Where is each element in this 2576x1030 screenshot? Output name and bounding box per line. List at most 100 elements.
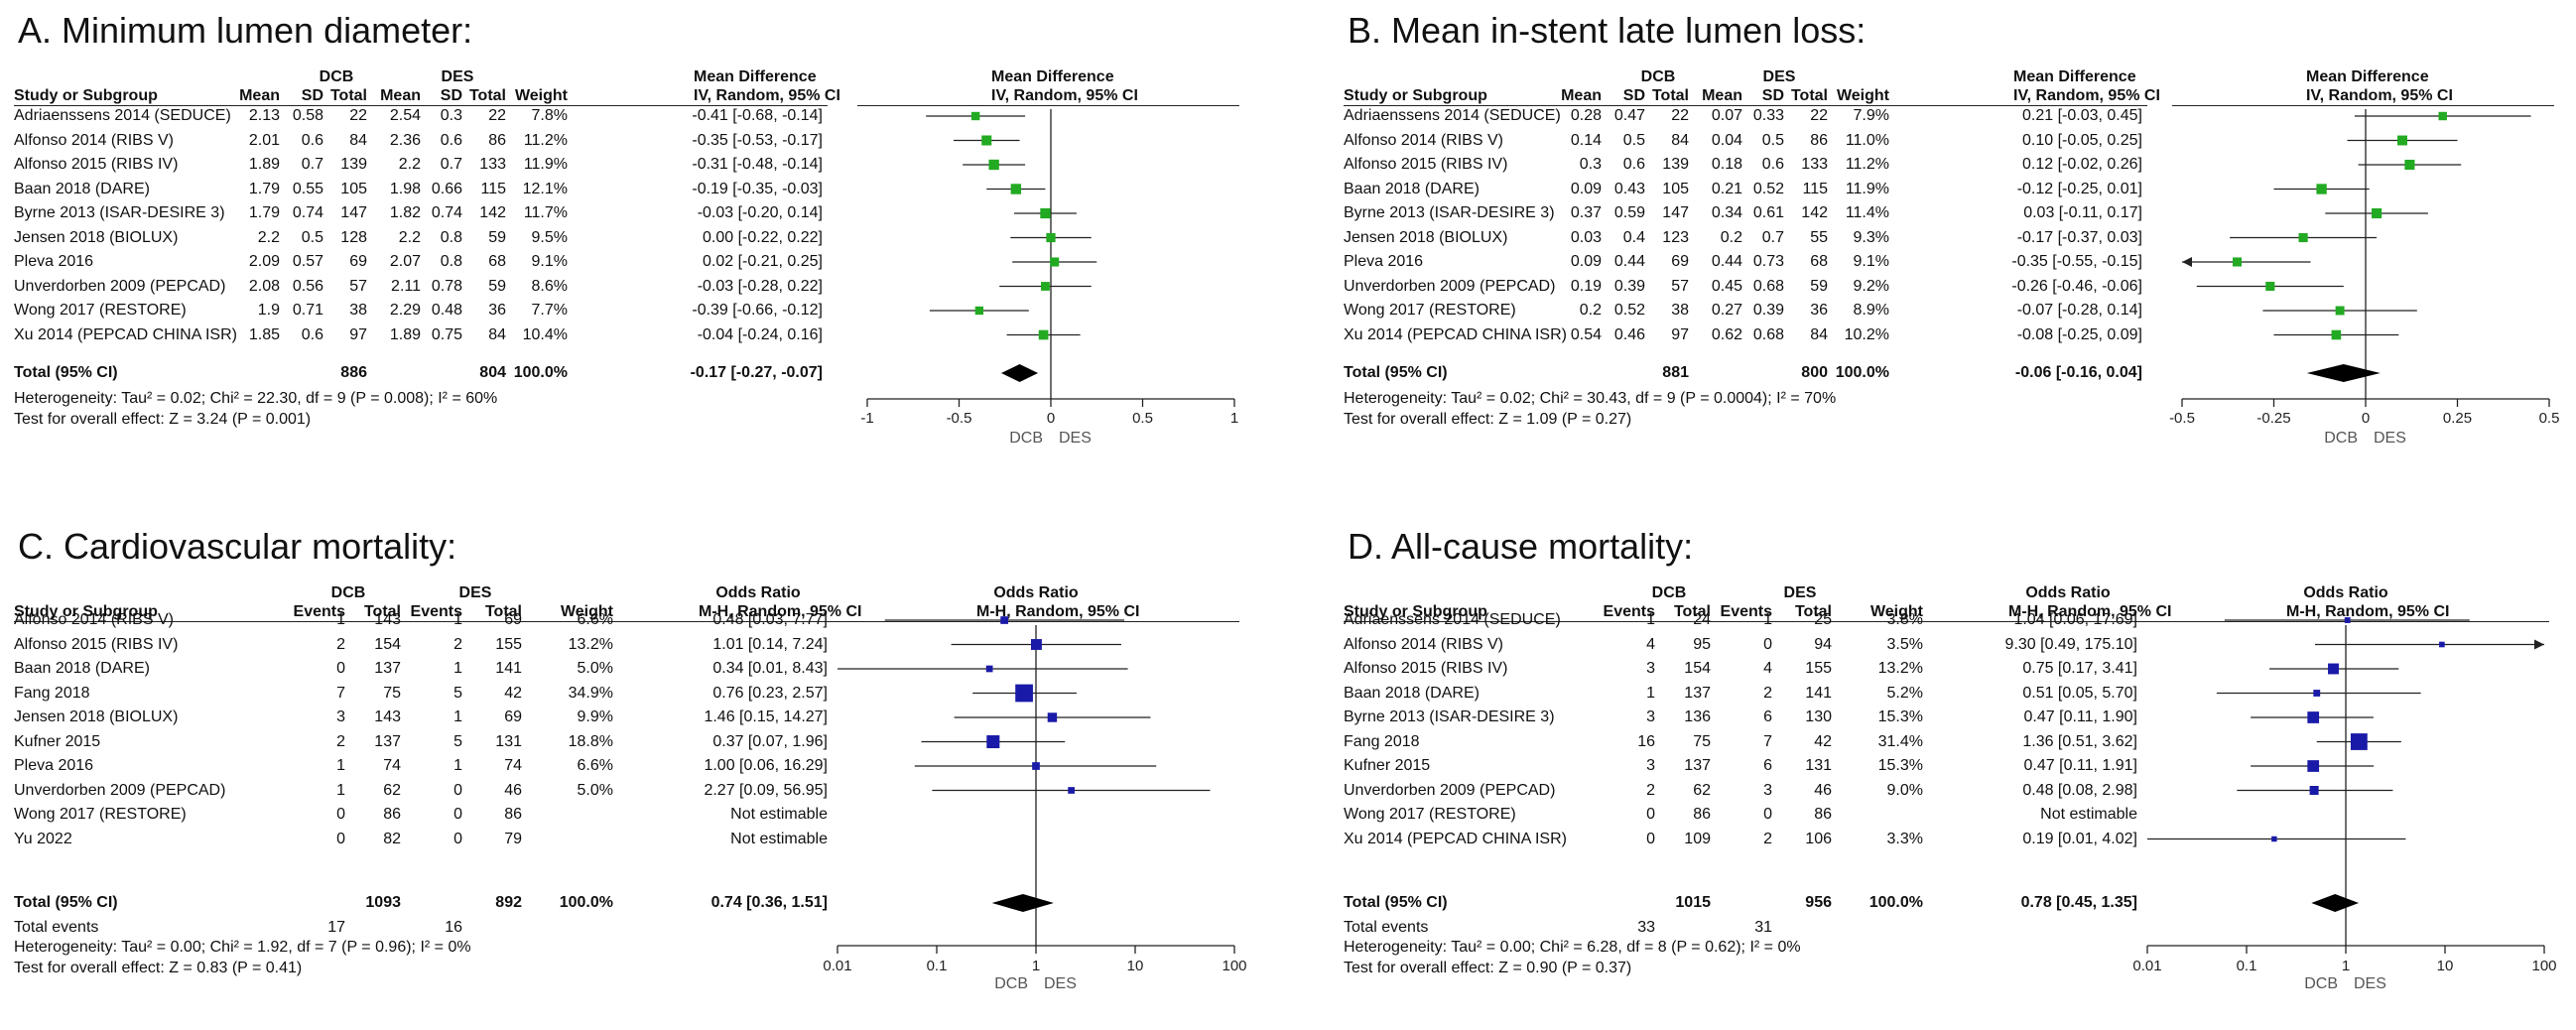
group2-value: 55 bbox=[1810, 228, 1828, 246]
group1-value: 0.37 bbox=[1570, 204, 1602, 221]
group2-value: 141 bbox=[1805, 684, 1832, 702]
group2-value: 0.7 bbox=[440, 156, 462, 173]
group2-value: 25 bbox=[1814, 611, 1832, 628]
group1-col-header: Mean bbox=[1561, 87, 1602, 104]
group1-value: 154 bbox=[374, 635, 401, 653]
total-events-2: 31 bbox=[1754, 919, 1772, 936]
group2-value: 0.2 bbox=[1720, 228, 1742, 246]
group1-value: 57 bbox=[1671, 277, 1689, 295]
group1-value: 2.09 bbox=[248, 253, 280, 270]
group1-value: 0.6 bbox=[301, 325, 323, 343]
study-weight: 3.8% bbox=[1886, 611, 1923, 628]
x-axis-tick-label: 0 bbox=[1047, 410, 1055, 427]
group2-value: 0.78 bbox=[431, 277, 462, 295]
favours-left-label: DCB bbox=[994, 975, 1028, 992]
study-name: Fang 2018 bbox=[1344, 732, 1420, 750]
group1-value: 0.54 bbox=[1570, 325, 1602, 343]
study-point-marker bbox=[2372, 207, 2383, 219]
group2-value: 0.8 bbox=[440, 253, 462, 270]
group2-value: 0.8 bbox=[440, 228, 462, 246]
group2-value: 0.68 bbox=[1752, 277, 1784, 295]
total-n1: 886 bbox=[340, 364, 367, 381]
group1-value: 1.89 bbox=[248, 156, 280, 173]
study-weight: 10.2% bbox=[1844, 325, 1889, 343]
x-axis-tick-label: 0.1 bbox=[927, 958, 948, 974]
group1-value: 1.85 bbox=[248, 325, 280, 343]
x-axis-tick-label: 10 bbox=[1127, 958, 1144, 974]
group2-value: 0.5 bbox=[1761, 131, 1784, 149]
study-point-marker bbox=[974, 306, 984, 316]
study-name: Pleva 2016 bbox=[14, 253, 94, 270]
study-name: Alfonso 2015 (RIBS IV) bbox=[1344, 156, 1508, 173]
effect-header: Mean Difference bbox=[2013, 68, 2136, 85]
group1-value: 1.79 bbox=[248, 180, 280, 197]
group1-col-header: Total bbox=[1651, 87, 1689, 104]
study-name: Wong 2017 (RESTORE) bbox=[14, 806, 187, 823]
study-weight: 10.4% bbox=[522, 325, 568, 343]
study-weight: 11.4% bbox=[1845, 204, 1889, 221]
study-effect-ci: 0.51 [0.05, 5.70] bbox=[2022, 684, 2137, 702]
total-label: Total (95% CI) bbox=[14, 894, 118, 911]
study-effect-ci: 0.02 [-0.21, 0.25] bbox=[703, 253, 823, 270]
group2-col-header: Total bbox=[484, 603, 522, 620]
study-name: Alfonso 2014 (RIBS V) bbox=[14, 131, 174, 149]
group2-value: 84 bbox=[1810, 325, 1828, 343]
study-weight: 7.7% bbox=[531, 302, 568, 319]
favours-right-label: DES bbox=[1044, 975, 1077, 992]
header-rule bbox=[857, 105, 1239, 106]
total-effect-ci: -0.17 [-0.27, -0.07] bbox=[690, 364, 823, 381]
pooled-estimate-diamond bbox=[2306, 364, 2381, 382]
group2-col-header: Mean bbox=[1702, 87, 1742, 104]
plot-header: Mean Difference bbox=[2306, 68, 2429, 85]
group1-header: DCB bbox=[330, 584, 366, 601]
pooled-estimate-diamond bbox=[2311, 894, 2360, 912]
study-name: Baan 2018 (DARE) bbox=[14, 180, 150, 197]
study-effect-ci: -0.07 [-0.28, 0.14] bbox=[2016, 302, 2142, 319]
study-effect-ci: 0.12 [-0.02, 0.26] bbox=[2022, 156, 2142, 173]
group1-value: 86 bbox=[383, 806, 401, 823]
group1-value: 109 bbox=[1684, 830, 1711, 847]
group1-value: 7 bbox=[336, 684, 345, 702]
study-name: Wong 2017 (RESTORE) bbox=[1344, 302, 1516, 319]
group1-value: 2 bbox=[336, 732, 345, 750]
group1-col-header: Total bbox=[1673, 603, 1711, 620]
total-events-label: Total events bbox=[14, 919, 99, 936]
group1-value: 123 bbox=[1662, 228, 1689, 246]
group1-value: 0 bbox=[336, 660, 345, 677]
study-point-marker bbox=[1047, 712, 1058, 722]
study-point-marker bbox=[2335, 306, 2345, 316]
header-rule bbox=[1344, 105, 2147, 106]
group2-value: 0.21 bbox=[1711, 180, 1742, 197]
study-name: Wong 2017 (RESTORE) bbox=[1344, 806, 1516, 823]
group1-value: 2.13 bbox=[248, 107, 280, 124]
group2-value: 22 bbox=[488, 107, 506, 124]
study-weight: 9.5% bbox=[531, 228, 568, 246]
group1-col-header: Events bbox=[1603, 603, 1655, 620]
group2-value: 130 bbox=[1805, 708, 1832, 725]
total-weight: 100.0% bbox=[559, 894, 613, 911]
group1-value: 4 bbox=[1646, 635, 1655, 653]
study-point-marker bbox=[985, 665, 993, 673]
group1-value: 0.03 bbox=[1570, 228, 1602, 246]
study-weight: 15.3% bbox=[1877, 708, 1923, 725]
total-n1: 1093 bbox=[365, 894, 401, 911]
study-name: Alfonso 2014 (RIBS V) bbox=[1344, 131, 1503, 149]
group1-value: 3 bbox=[1646, 757, 1655, 774]
study-effect-ci: 2.27 [0.09, 56.95] bbox=[704, 781, 828, 799]
study-point-marker bbox=[2271, 836, 2277, 842]
study-effect-ci: 0.19 [0.01, 4.02] bbox=[2022, 830, 2137, 847]
group1-value: 38 bbox=[1671, 302, 1689, 319]
study-point-marker bbox=[988, 159, 999, 171]
group2-col-header: Total bbox=[468, 87, 506, 104]
study-name: Xu 2014 (PEPCAD CHINA ISR) bbox=[1344, 325, 1567, 343]
panel-title: A. Minimum lumen diameter: bbox=[18, 10, 473, 51]
study-point-marker bbox=[1041, 282, 1050, 291]
study-weight: 6.6% bbox=[577, 757, 613, 774]
total-effect-ci: 0.74 [0.36, 1.51] bbox=[710, 894, 828, 911]
study-weight: 8.6% bbox=[531, 277, 568, 295]
group2-value: 0.39 bbox=[1752, 302, 1784, 319]
study-name: Kufner 2015 bbox=[1344, 757, 1431, 774]
study-effect-ci: 0.75 [0.17, 3.41] bbox=[2022, 660, 2137, 677]
group2-value: 4 bbox=[1763, 660, 1772, 677]
x-axis-tick-label: 0.5 bbox=[2539, 410, 2560, 427]
